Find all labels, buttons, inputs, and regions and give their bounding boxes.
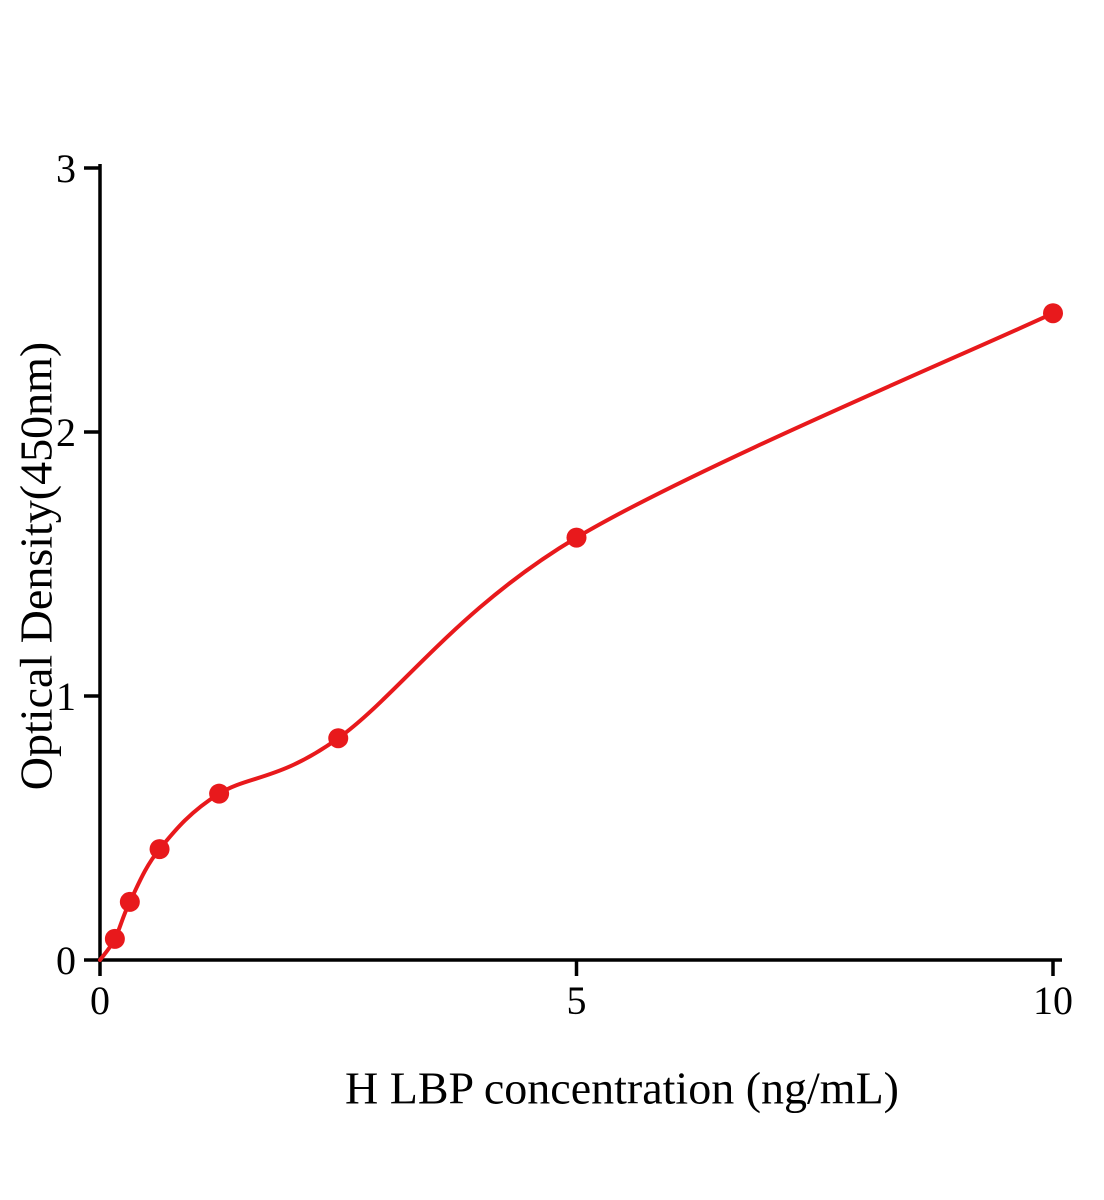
fit-curve bbox=[98, 311, 1055, 962]
y-axis-title: Optical Density(450nm) bbox=[10, 341, 62, 791]
x-tick-label: 10 bbox=[1033, 978, 1073, 1023]
data-point bbox=[566, 527, 587, 548]
y-tick-label: 1 bbox=[56, 674, 76, 719]
x-tick-label: 5 bbox=[567, 978, 587, 1023]
data-point bbox=[119, 891, 140, 912]
y-tick-label: 0 bbox=[56, 938, 76, 983]
data-point bbox=[209, 783, 230, 804]
x-tick-label: 0 bbox=[90, 978, 110, 1023]
data-point bbox=[104, 928, 125, 949]
data-point bbox=[149, 839, 170, 860]
data-point bbox=[1043, 303, 1063, 324]
y-tick-label: 3 bbox=[56, 146, 76, 191]
data-point bbox=[328, 728, 349, 749]
y-tick-label: 2 bbox=[56, 410, 76, 455]
x-axis-title: H LBP concentration (ng/mL) bbox=[345, 1062, 899, 1114]
